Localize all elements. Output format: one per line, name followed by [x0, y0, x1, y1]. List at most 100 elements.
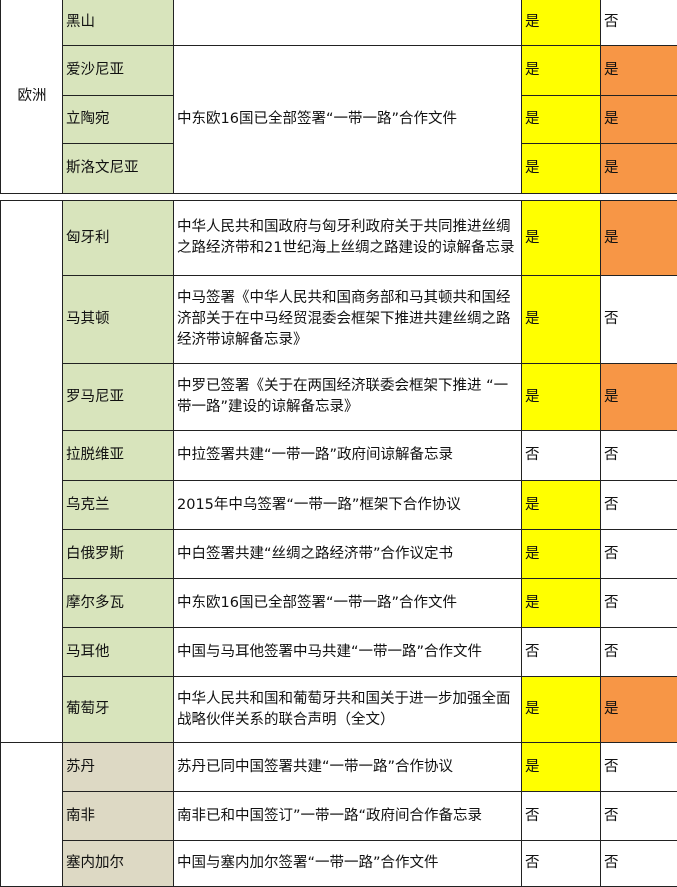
description-cell: 中东欧16国已全部签署“一带一路”合作文件 — [173, 578, 522, 628]
col5-cell-text: 否 — [604, 311, 619, 327]
description-cell: 中白签署共建“丝绸之路经济带”合作议定书 — [173, 529, 522, 579]
col5-cell: 是 — [600, 676, 677, 743]
col5-cell-text: 是 — [604, 229, 619, 246]
col4-cell-text: 否 — [525, 807, 540, 824]
col4-cell-text: 否 — [525, 447, 540, 463]
col4-cell: 是 — [521, 480, 601, 530]
col4-cell: 否 — [521, 627, 601, 677]
col4-cell: 是 — [521, 0, 601, 46]
col4-cell: 是 — [521, 275, 601, 364]
description-cell-text: 中马签署《中华人民共和国商务部和马其顿共和国经济部关于在中马经贸混委会框架下推进… — [177, 290, 511, 348]
col4-cell: 是 — [521, 529, 601, 579]
col5-cell: 否 — [600, 0, 677, 46]
country-cell-text: 摩尔多瓦 — [66, 594, 124, 611]
merged-description-cell-text: 中东欧16国已全部签署“一带一路”合作文件 — [177, 111, 457, 127]
col4-cell: 否 — [521, 791, 601, 841]
description-cell: 中华人民共和国和葡萄牙共和国关于进一步加强全面战略伙伴关系的联合声明（全文） — [173, 676, 522, 743]
country-cell-text: 斯洛文尼亚 — [66, 160, 139, 176]
region-cell — [0, 742, 63, 887]
country-cell-text: 苏丹 — [66, 758, 95, 775]
description-cell: 中拉签署共建“一带一路”政府间谅解备忘录 — [173, 430, 522, 481]
country-cell-text: 拉脱维亚 — [66, 447, 124, 463]
region-cell — [0, 200, 63, 743]
description-cell: 中华人民共和国政府与匈牙利政府关于共同推进丝绸之路经济带和21世纪海上丝绸之路建… — [173, 200, 522, 276]
country-cell-text: 马其顿 — [66, 311, 110, 327]
col5-cell-text: 是 — [604, 388, 619, 405]
col4-cell-text: 是 — [525, 545, 540, 562]
country-cell-text: 塞内加尔 — [66, 855, 124, 871]
country-cell: 爱沙尼亚 — [62, 45, 174, 96]
col4-cell: 是 — [521, 742, 601, 792]
country-cell: 苏丹 — [62, 742, 174, 792]
country-cell-text: 罗马尼亚 — [66, 388, 124, 405]
description-cell: 苏丹已同中国签署共建“一带一路”合作协议 — [173, 742, 522, 792]
description-cell: 中罗已签署《关于在两国经济联委会框架下推进 “一带一路”建设的谅解备忘录》 — [173, 363, 522, 431]
country-cell: 白俄罗斯 — [62, 529, 174, 579]
region-cell-text: 欧洲 — [17, 87, 47, 104]
col4-cell-text: 是 — [525, 594, 540, 611]
col5-cell-text: 否 — [604, 447, 619, 463]
col5-cell: 否 — [600, 627, 677, 677]
col5-cell-text: 是 — [604, 160, 619, 176]
col4-cell-text: 是 — [525, 13, 540, 30]
col4-cell-text: 是 — [525, 311, 540, 327]
col5-cell-text: 否 — [604, 758, 619, 775]
country-cell: 南非 — [62, 791, 174, 841]
country-cell-text: 马耳他 — [66, 643, 110, 660]
country-cell-text: 黑山 — [66, 13, 95, 30]
col5-cell-text: 否 — [604, 496, 619, 513]
description-cell: 2015年中乌签署“一带一路”框架下合作协议 — [173, 480, 522, 530]
col5-cell: 否 — [600, 840, 677, 887]
col4-cell-text: 否 — [525, 643, 540, 660]
col4-cell: 是 — [521, 363, 601, 431]
description-cell — [173, 0, 522, 46]
description-cell-text: 中国与马耳他签署中马共建“一带一路”合作文件 — [177, 643, 483, 660]
col5-cell-text: 否 — [604, 594, 619, 611]
col5-cell-text: 是 — [604, 111, 619, 127]
country-cell-text: 立陶宛 — [66, 111, 110, 127]
col4-cell: 否 — [521, 430, 601, 481]
description-cell: 中国与塞内加尔签署“一带一路”合作文件 — [173, 840, 522, 887]
col5-cell-text: 否 — [604, 13, 619, 30]
col5-cell-text: 否 — [604, 643, 619, 660]
description-cell: 南非已和中国签订”一带一路“政府间合作备忘录 — [173, 791, 522, 841]
col4-cell-text: 是 — [525, 701, 540, 717]
region-cell: 欧洲 — [0, 0, 63, 194]
col5-cell: 是 — [600, 45, 677, 96]
country-cell: 匈牙利 — [62, 200, 174, 276]
merged-description-cell: 中东欧16国已全部签署“一带一路”合作文件 — [173, 45, 522, 194]
col4-cell-text: 是 — [525, 62, 540, 78]
description-cell-text: 中华人民共和国政府与匈牙利政府关于共同推进丝绸之路经济带和21世纪海上丝绸之路建… — [177, 219, 515, 256]
country-cell-text: 匈牙利 — [66, 229, 110, 246]
col4-cell: 是 — [521, 143, 601, 194]
col4-cell-text: 是 — [525, 388, 540, 405]
col4-cell-text: 是 — [525, 496, 540, 513]
col4-cell: 是 — [521, 676, 601, 743]
col5-cell: 是 — [600, 200, 677, 276]
country-cell: 乌克兰 — [62, 480, 174, 530]
col5-cell-text: 否 — [604, 807, 619, 824]
country-cell-text: 白俄罗斯 — [66, 545, 124, 562]
col4-cell: 是 — [521, 578, 601, 628]
col5-cell: 否 — [600, 529, 677, 579]
country-cell: 马耳他 — [62, 627, 174, 677]
description-cell-text: 中白签署共建“丝绸之路经济带”合作议定书 — [177, 545, 454, 562]
country-cell: 摩尔多瓦 — [62, 578, 174, 628]
col5-cell: 否 — [600, 742, 677, 792]
col5-cell: 是 — [600, 363, 677, 431]
country-cell-text: 南非 — [66, 807, 95, 824]
col4-cell-text: 是 — [525, 229, 540, 246]
country-cell: 斯洛文尼亚 — [62, 143, 174, 194]
description-cell-text: 南非已和中国签订”一带一路“政府间合作备忘录 — [177, 807, 483, 824]
col5-cell: 是 — [600, 95, 677, 144]
country-cell: 拉脱维亚 — [62, 430, 174, 481]
col5-cell-text: 否 — [604, 545, 619, 562]
country-cell: 罗马尼亚 — [62, 363, 174, 431]
col4-cell-text: 是 — [525, 758, 540, 775]
description-cell-text: 中东欧16国已全部签署“一带一路”合作文件 — [177, 594, 457, 611]
description-cell-text: 中拉签署共建“一带一路”政府间谅解备忘录 — [177, 447, 454, 463]
col4-cell-text: 是 — [525, 160, 540, 176]
description-cell-text: 苏丹已同中国签署共建“一带一路”合作协议 — [177, 758, 454, 775]
col4-cell-text: 是 — [525, 111, 540, 127]
description-cell-text: 2015年中乌签署“一带一路”框架下合作协议 — [177, 496, 461, 513]
